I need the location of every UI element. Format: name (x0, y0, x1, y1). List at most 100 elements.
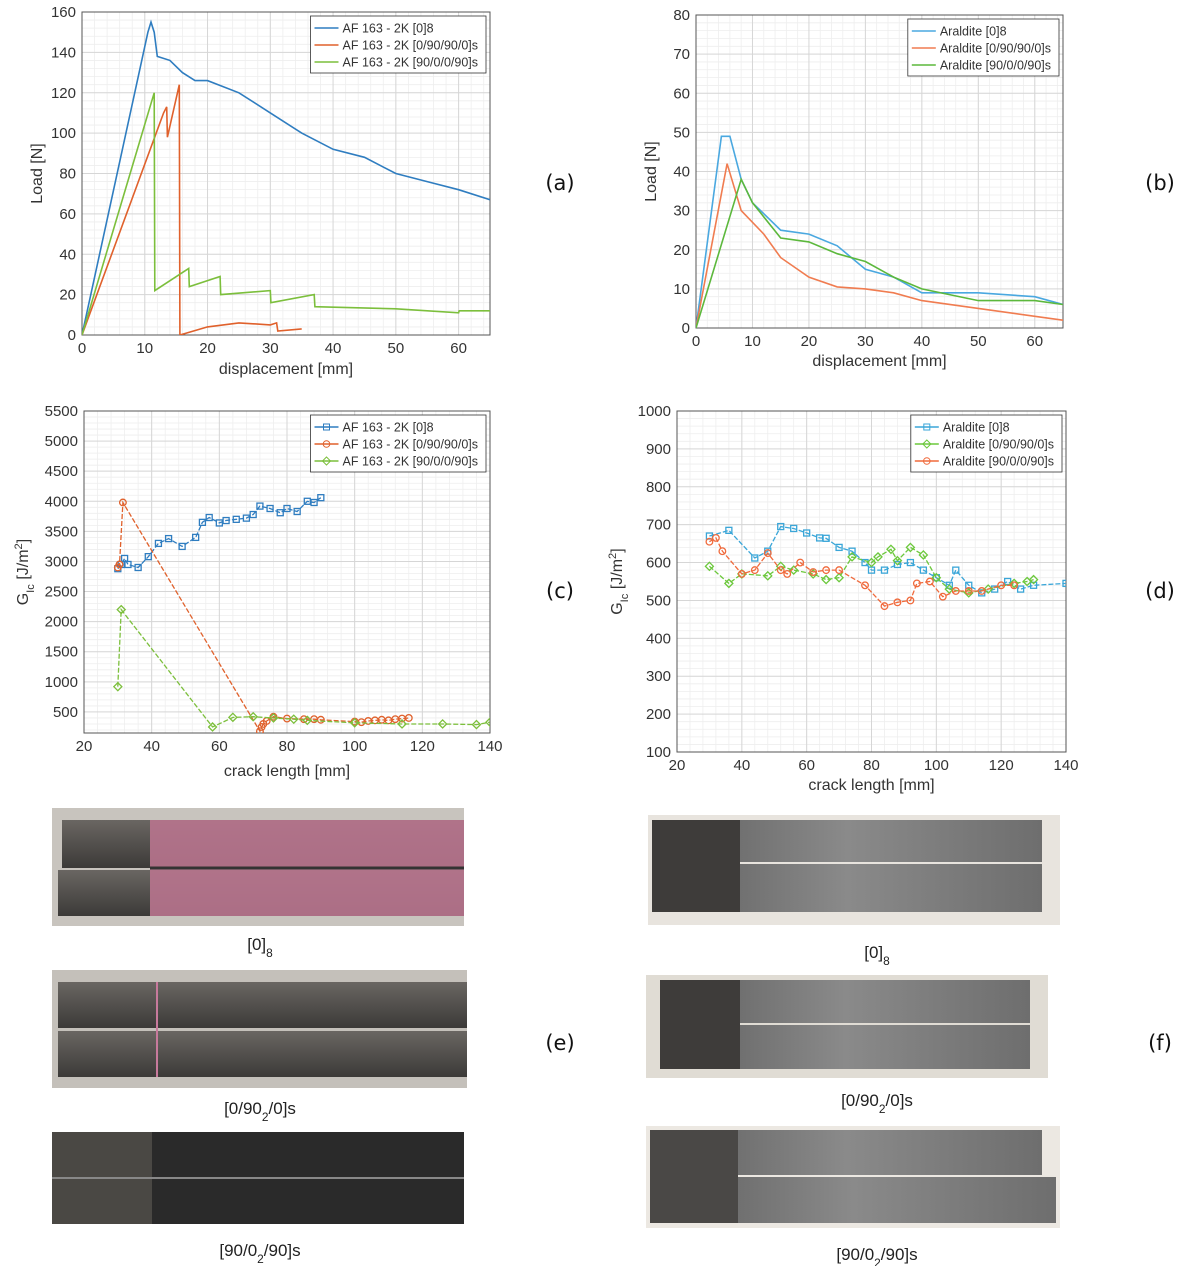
marker (302, 715, 313, 726)
text-part: 2 (879, 1102, 886, 1116)
legend-label: Araldite [0]8 (943, 421, 1010, 435)
y-tick-label: 100 (646, 744, 671, 761)
text-part: [0/90 (224, 1099, 262, 1118)
y-tick-label: 2500 (45, 584, 78, 601)
text-part: [90/0 (219, 1241, 257, 1260)
y-tick-label: 5500 (45, 403, 78, 420)
y-tick-label: 800 (646, 479, 671, 496)
x-tick-label: 120 (989, 757, 1014, 774)
marker (205, 513, 213, 522)
marker (164, 534, 173, 543)
legend-box (310, 15, 487, 74)
text-part: 2 (257, 1252, 264, 1266)
y-tick-label: 500 (646, 592, 671, 609)
text-part: /90]s (264, 1241, 301, 1260)
y-tick-label: 160 (51, 4, 76, 21)
marker (821, 574, 832, 585)
marker (932, 574, 940, 582)
legend-label: AF 163 - 2K [0/90/90/0]s (343, 438, 479, 452)
legend-label: AF 163 - 2K [0]8 (343, 421, 434, 435)
photo-caption: [0]8 (247, 935, 273, 960)
x-tick-label: 140 (1053, 757, 1078, 774)
series-line (709, 536, 1015, 607)
marker (303, 497, 311, 505)
panel-label: (b) (1145, 171, 1175, 195)
y-tick-label: 0 (682, 320, 690, 337)
plot-frame (695, 14, 1064, 329)
marker (751, 554, 759, 562)
marker (144, 553, 152, 561)
marker (222, 516, 230, 525)
text-part: 2 (13, 543, 25, 549)
legend: Araldite [0]8 Araldite [0/90/90/0]s Araldi… (910, 414, 1063, 473)
y-tick-label: 140 (51, 44, 76, 61)
marker (777, 522, 785, 531)
y-tick-label: 100 (51, 125, 76, 142)
text-part: [0] (247, 935, 266, 954)
marker (1028, 574, 1039, 585)
legend-marker (923, 457, 931, 465)
x-axis-label: crack length [mm] (224, 763, 350, 780)
marker (317, 494, 325, 502)
y-tick-label: 300 (646, 668, 671, 685)
photo-caption: [90/02/90]s (836, 1245, 917, 1266)
marker (918, 550, 929, 560)
marker (906, 596, 915, 605)
marker (952, 566, 960, 574)
marker (178, 542, 186, 551)
y-tick-label: 40 (59, 246, 76, 263)
x-tick-label: 20 (199, 340, 216, 357)
x-tick-label: 0 (692, 333, 700, 350)
series-layer (82, 19, 490, 335)
marker (931, 572, 942, 583)
marker (198, 518, 207, 526)
marker (471, 719, 482, 730)
text-part: 8 (266, 946, 273, 960)
marker (283, 504, 291, 513)
y-tick-label: 120 (51, 85, 76, 102)
marker (207, 722, 218, 732)
marker (310, 498, 318, 507)
y-tick-label: 0 (68, 327, 76, 344)
x-axis-label: crack length [mm] (808, 777, 934, 794)
marker (711, 533, 720, 542)
marker (255, 727, 264, 733)
photo (58, 1031, 467, 1077)
y-tick-label: 10 (673, 281, 690, 298)
photos (52, 808, 1060, 1228)
x-tick-label: 60 (211, 738, 228, 755)
marker (718, 547, 727, 556)
marker (750, 566, 759, 575)
marker (115, 560, 124, 569)
marker (1029, 581, 1038, 589)
y-tick-label: 3000 (45, 553, 78, 570)
legend-box (310, 414, 487, 473)
series-line (696, 135, 1063, 328)
marker (249, 510, 257, 519)
y-tick-label: 900 (646, 441, 671, 458)
marker (1016, 585, 1025, 593)
marker (134, 563, 142, 572)
x-tick-label: 20 (801, 333, 818, 350)
photo (660, 980, 740, 1069)
x-tick-label: 50 (970, 333, 987, 350)
marker (925, 577, 934, 586)
y-axis-label: GIc [J/m2] (13, 539, 37, 606)
series-line (696, 177, 1063, 328)
marker (154, 539, 163, 548)
text-part: [90/0 (836, 1245, 874, 1264)
marker (215, 519, 223, 527)
marker (834, 572, 845, 583)
marker (242, 514, 251, 522)
photo-caption: [90/02/90]s (219, 1241, 300, 1266)
y-tick-label: 70 (673, 46, 690, 63)
marker (316, 715, 325, 724)
text-part: 8 (883, 954, 890, 968)
y-tick-label: 500 (53, 704, 78, 721)
marker (737, 569, 746, 578)
marker (835, 543, 843, 552)
panel-label: (d) (1145, 579, 1175, 603)
y-tick-label: 60 (673, 85, 690, 102)
y-tick-label: 400 (646, 630, 671, 647)
legend-marker (923, 423, 931, 431)
